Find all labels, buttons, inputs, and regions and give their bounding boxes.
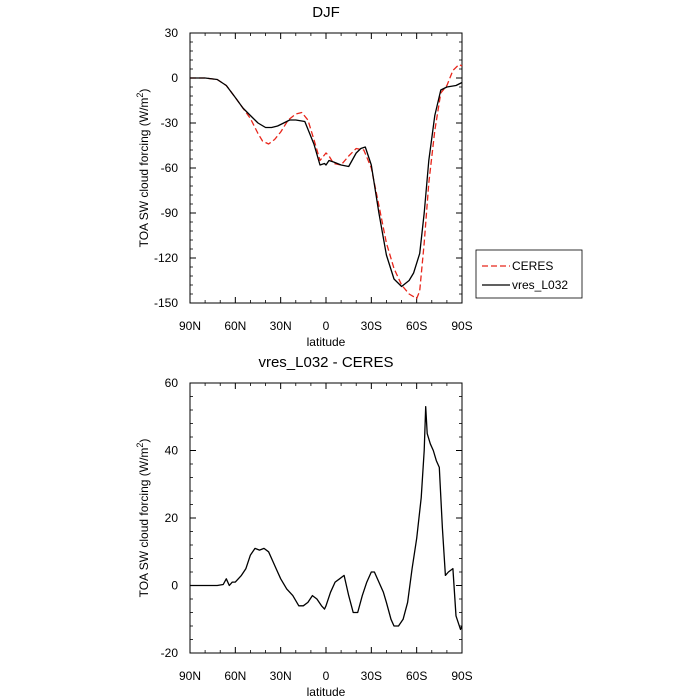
bottom-x-tick-label: 90N bbox=[179, 669, 201, 683]
top-y-tick-label: -150 bbox=[154, 296, 178, 310]
top-plot-frame bbox=[189, 32, 463, 304]
bottom-y-axis-label-close: ) bbox=[137, 439, 151, 443]
bottom-x-tick-label: 30N bbox=[270, 669, 292, 683]
top-y-axis-label-text: TOA SW cloud forcing (W/m bbox=[137, 98, 151, 248]
top-panel-title: DJF bbox=[312, 4, 340, 21]
bottom-y-axis: 60 40 20 0 -20 bbox=[161, 376, 462, 660]
top-x-tick-label: 90S bbox=[451, 319, 472, 333]
top-y-tick-label: 30 bbox=[165, 26, 179, 40]
bottom-x-tick-label: 60N bbox=[224, 669, 246, 683]
top-x-axis: 90N 60N 30N 0 30S 60S 90S bbox=[179, 33, 473, 333]
top-y-tick-label: 0 bbox=[171, 71, 178, 85]
top-series-layer bbox=[190, 63, 463, 300]
top-y-tick-label: -120 bbox=[154, 251, 178, 265]
bottom-y-tick-label: 20 bbox=[165, 511, 179, 525]
bottom-y-tick-label: 40 bbox=[165, 444, 179, 458]
legend-label-ceres: CERES bbox=[512, 259, 553, 273]
top-panel: DJF 30 0 -30 -60 -90 -120 -150 90N 60N 30N 0 30S 60… bbox=[135, 4, 583, 349]
top-y-axis: 30 0 -30 -60 -90 -120 -150 bbox=[154, 26, 462, 310]
bottom-panel: vres_L032 - CERES 60 40 20 0 -20 90N 60N 30N 0 3… bbox=[135, 354, 473, 699]
top-x-tick-label: 30N bbox=[270, 319, 292, 333]
top-y-axis-label: TOA SW cloud forcing (W/m2) bbox=[135, 89, 151, 248]
top-x-tick-label: 0 bbox=[323, 319, 330, 333]
bottom-x-axis-label: latitude bbox=[307, 685, 346, 699]
legend-box bbox=[475, 249, 583, 299]
bottom-plot-frame bbox=[189, 382, 463, 654]
bottom-x-axis: 90N 60N 30N 0 30S 60S 90S bbox=[179, 383, 473, 683]
top-y-tick-label: -60 bbox=[161, 161, 179, 175]
legend-label-vres: vres_L032 bbox=[512, 278, 568, 292]
top-x-tick-label: 60N bbox=[224, 319, 246, 333]
bottom-y-axis-label-sup: 2 bbox=[135, 443, 145, 448]
bottom-x-tick-label: 60S bbox=[406, 669, 427, 683]
top-y-tick-label: -30 bbox=[161, 116, 179, 130]
legend: CERES vres_L032 bbox=[475, 249, 583, 299]
bottom-y-tick-label: 60 bbox=[165, 376, 179, 390]
top-y-axis-label-close: ) bbox=[137, 89, 151, 93]
bottom-x-tick-label: 90S bbox=[451, 669, 472, 683]
bottom-y-tick-label: 0 bbox=[171, 579, 178, 593]
top-x-tick-label: 30S bbox=[361, 319, 382, 333]
bottom-series-layer bbox=[190, 405, 463, 631]
bottom-x-tick-label: 30S bbox=[361, 669, 382, 683]
top-x-axis-label: latitude bbox=[307, 335, 346, 349]
bottom-y-axis-label: TOA SW cloud forcing (W/m2) bbox=[135, 439, 151, 598]
bottom-panel-title: vres_L032 - CERES bbox=[258, 354, 393, 371]
top-x-tick-label: 60S bbox=[406, 319, 427, 333]
top-x-tick-label: 90N bbox=[179, 319, 201, 333]
top-y-tick-label: -90 bbox=[161, 206, 179, 220]
top-y-axis-label-sup: 2 bbox=[135, 93, 145, 98]
bottom-series-vres-l032-ceres bbox=[190, 405, 463, 631]
bottom-y-axis-label-text: TOA SW cloud forcing (W/m bbox=[137, 448, 151, 598]
top-series-ceres bbox=[190, 63, 463, 300]
bottom-y-tick-label: -20 bbox=[161, 646, 179, 660]
bottom-x-tick-label: 0 bbox=[323, 669, 330, 683]
top-series-vres-l032 bbox=[190, 77, 463, 288]
